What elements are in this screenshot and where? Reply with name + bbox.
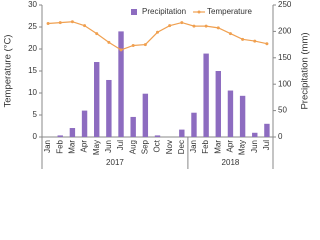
line-marker bbox=[83, 24, 87, 28]
bar bbox=[154, 135, 161, 137]
bar bbox=[69, 128, 76, 137]
line-marker bbox=[46, 21, 50, 25]
y-tick-label: 5 bbox=[33, 110, 38, 119]
bar bbox=[94, 62, 100, 137]
x-tick-label: May bbox=[238, 140, 247, 155]
legend-swatch bbox=[197, 10, 201, 14]
x-tick-label: Jan bbox=[189, 140, 198, 153]
line-marker bbox=[95, 32, 99, 36]
bar bbox=[118, 31, 124, 137]
y2-axis-title: Precipitation (mm) bbox=[300, 32, 311, 109]
x-tick-label: Jun bbox=[250, 140, 259, 153]
y-tick-label: 20 bbox=[28, 44, 37, 53]
bar bbox=[203, 53, 209, 137]
x-tick-label: May bbox=[92, 140, 101, 155]
bar bbox=[57, 135, 63, 137]
line-marker bbox=[180, 21, 184, 25]
x-tick-label: Jun bbox=[104, 140, 113, 153]
x-tick-label: Apr bbox=[80, 140, 89, 153]
line-marker bbox=[70, 20, 74, 24]
x-tick-label: Aug bbox=[128, 140, 137, 154]
y-tick-label: 15 bbox=[28, 66, 37, 75]
line-marker bbox=[143, 43, 147, 47]
line-marker bbox=[265, 42, 269, 46]
legend-swatch bbox=[131, 9, 137, 15]
line-marker bbox=[156, 30, 159, 34]
bar bbox=[142, 93, 149, 137]
x-tick-label: Jul bbox=[116, 140, 125, 150]
bar bbox=[130, 116, 136, 137]
legend-label: Temperature bbox=[207, 7, 252, 16]
bar bbox=[81, 110, 88, 137]
x-tick-label: Mar bbox=[213, 140, 222, 154]
bar bbox=[239, 95, 246, 137]
y-tick-label: 30 bbox=[28, 0, 37, 9]
line-marker bbox=[241, 37, 245, 41]
group-label: 2017 bbox=[106, 158, 124, 167]
x-tick-label: Oct bbox=[153, 139, 162, 152]
line-marker bbox=[228, 32, 232, 36]
bar bbox=[264, 123, 270, 137]
x-tick-label: Feb bbox=[55, 139, 64, 153]
x-tick-label: Jul bbox=[262, 140, 271, 150]
bar bbox=[252, 132, 258, 137]
bar bbox=[191, 112, 197, 137]
line-marker bbox=[168, 24, 172, 28]
bar bbox=[179, 129, 185, 137]
bar bbox=[215, 71, 221, 137]
line-marker bbox=[58, 21, 62, 25]
x-tick-label: Mar bbox=[68, 140, 77, 154]
bar bbox=[227, 90, 234, 137]
line-marker bbox=[216, 26, 220, 30]
chart: Temperature (°C) Precipitation (mm) 0 5 10… bbox=[3, 0, 311, 169]
legend-label: Precipitation bbox=[142, 7, 186, 16]
y-axis-title: Temperature (°C) bbox=[3, 35, 14, 108]
x-tick-label: Feb bbox=[201, 139, 210, 153]
group-label: 2018 bbox=[222, 158, 240, 167]
bar bbox=[106, 79, 112, 137]
x-tick-label: Jan bbox=[43, 140, 52, 153]
line-marker bbox=[107, 40, 111, 44]
y2-tick-label: 50 bbox=[278, 106, 287, 115]
line-marker bbox=[253, 39, 257, 43]
y-tick-label: 25 bbox=[28, 22, 37, 31]
x-tick-label: Nov bbox=[165, 140, 174, 154]
y2-tick-label: 200 bbox=[278, 27, 292, 36]
y2-tick-label: 250 bbox=[278, 0, 292, 9]
y2-tick-label: 150 bbox=[278, 53, 292, 62]
x-tick-label: Sep bbox=[140, 139, 149, 154]
line-marker bbox=[204, 24, 208, 28]
y-tick-label: 10 bbox=[28, 88, 37, 97]
y-tick-label: 0 bbox=[33, 132, 38, 141]
y2-tick-label: 0 bbox=[278, 132, 283, 141]
line-marker bbox=[119, 48, 123, 52]
x-tick-label: Apr bbox=[226, 140, 235, 153]
y2-tick-label: 100 bbox=[278, 79, 292, 88]
line bbox=[48, 21, 268, 51]
line-marker bbox=[131, 43, 135, 47]
line-marker bbox=[192, 24, 196, 28]
x-tick-label: Dec bbox=[177, 140, 186, 154]
